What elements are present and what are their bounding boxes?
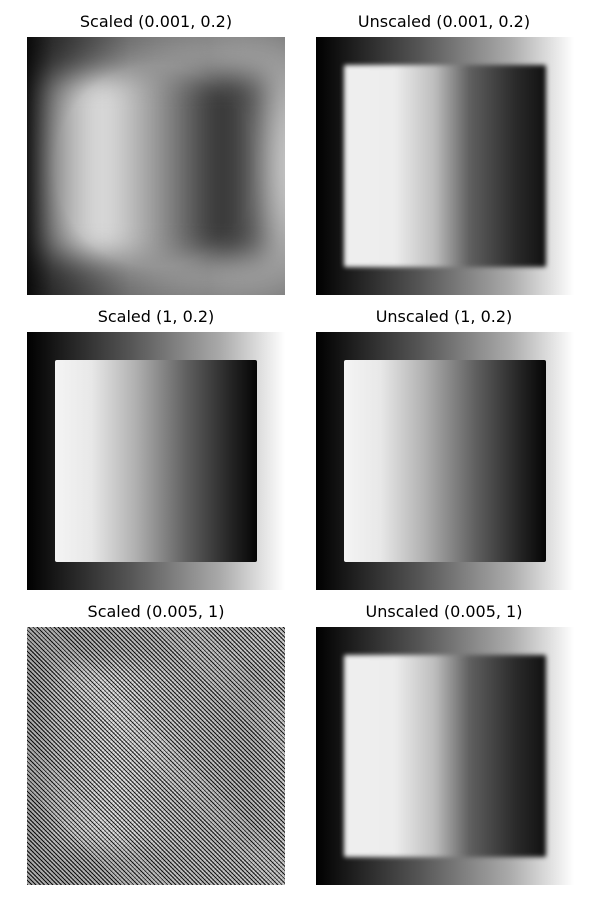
inner-square	[45, 75, 267, 257]
panel-title-scaled-0001-02: Scaled (0.001, 0.2)	[79, 12, 233, 31]
panel-title-scaled-1-02: Scaled (1, 0.2)	[97, 307, 215, 326]
aliasing-pattern	[27, 627, 285, 885]
panel-title-scaled-0005-1: Scaled (0.005, 1)	[87, 602, 225, 621]
inner-square	[344, 360, 546, 562]
inner-square	[344, 65, 546, 267]
image-unscaled-0001-02	[316, 37, 574, 295]
image-unscaled-1-02	[316, 332, 574, 590]
image-unscaled-0005-1	[316, 627, 574, 885]
inner-square	[55, 360, 257, 562]
image-scaled-0001-02	[27, 37, 285, 295]
panel-title-unscaled-0005-1: Unscaled (0.005, 1)	[365, 602, 523, 621]
panel-title-unscaled-1-02: Unscaled (1, 0.2)	[375, 307, 513, 326]
image-scaled-1-02	[27, 332, 285, 590]
vignette	[27, 37, 285, 295]
panel-title-unscaled-0001-02: Unscaled (0.001, 0.2)	[357, 12, 531, 31]
image-scaled-0005-1	[27, 627, 285, 885]
inner-square	[344, 655, 546, 857]
